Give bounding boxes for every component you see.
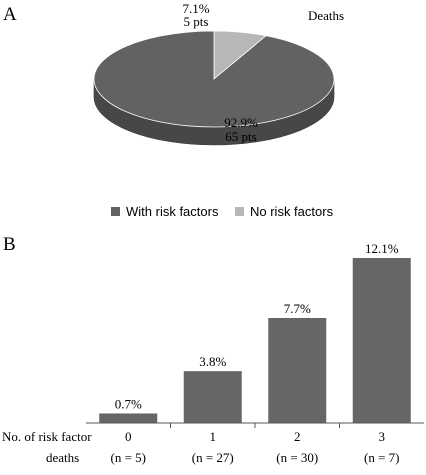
pie-title: Deaths [308,8,344,23]
bar-2 [268,318,327,423]
panel-a-letter: A [3,4,17,25]
x-tick-label-3: 3 [379,429,386,444]
x-tick-n-label-0: (n = 5) [111,450,147,465]
x-tick-label-2: 2 [294,429,301,444]
legend-swatch-no-risk [235,207,244,216]
bar-value-label-3: 12.1% [365,241,399,256]
bar-3 [352,258,411,423]
bar-chart: 0.7% 0 (n = 5) 3.8% 1 (n = 27) 7.7% 2 (n = 30) 12… [99,241,411,465]
x-tick-label-1: 1 [210,429,217,444]
slice-with-risk-percent-label: 92.9% [224,115,258,130]
pie-chart [93,30,335,146]
slice-no-risk-count-label: 5 pts [184,14,209,29]
x-axis-label-line2: deaths [46,450,79,465]
x-tick-n-label-3: (n = 7) [364,450,400,465]
x-axis-label-line1: No. of risk factor [2,429,92,444]
x-tick-label-0: 0 [125,429,132,444]
pie-slice-with-risk [93,30,335,128]
legend-label-no-risk: No risk factors [250,204,334,219]
slice-with-risk-count-label: 65 pts [225,129,256,144]
x-tick-n-label-1: (n = 27) [192,450,234,465]
panel-b-letter: B [3,234,16,255]
bar-1 [183,371,242,423]
bar-value-label-0: 0.7% [115,396,142,411]
bar-value-label-2: 7.7% [284,301,311,316]
bar-value-label-1: 3.8% [199,354,226,369]
x-tick-n-label-2: (n = 30) [276,450,318,465]
legend-label-with-risk: With risk factors [126,204,219,219]
legend-swatch-with-risk [111,207,120,216]
bar-0 [99,413,158,423]
slice-no-risk-percent-label: 7.1% [182,1,209,16]
